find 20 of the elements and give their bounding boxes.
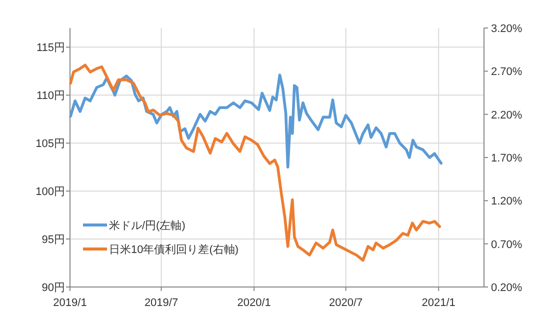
x-tick-label: 2020/7	[329, 297, 363, 309]
y-tick-label: 110円	[36, 90, 65, 102]
y2-tick-label: 3.20%	[491, 23, 522, 35]
y-tick-label: 115円	[36, 42, 65, 54]
legend-label: 日米10年債利回り差(右軸)	[109, 243, 239, 256]
x-tick-label: 2020/1	[237, 297, 271, 309]
y-tick-label: 95円	[42, 234, 65, 246]
y-tick-label: 90円	[42, 282, 65, 294]
legend-label: 米ドル/円(左軸)	[109, 219, 186, 232]
x-tick-label: 2019/7	[144, 297, 178, 309]
x-tick-label: 2019/1	[53, 297, 87, 309]
y2-tick-label: 1.20%	[491, 196, 522, 208]
y2-tick-label: 2.20%	[491, 109, 522, 122]
y-tick-label: 100円	[36, 186, 65, 198]
y-tick-label: 105円	[36, 138, 65, 150]
x-tick-label: 2021/1	[422, 297, 456, 309]
y2-tick-label: 1.70%	[491, 152, 522, 164]
y2-tick-label: 0.20%	[491, 282, 522, 294]
y2-tick-label: 0.70%	[491, 238, 522, 251]
y2-tick-label: 2.70%	[491, 66, 522, 78]
